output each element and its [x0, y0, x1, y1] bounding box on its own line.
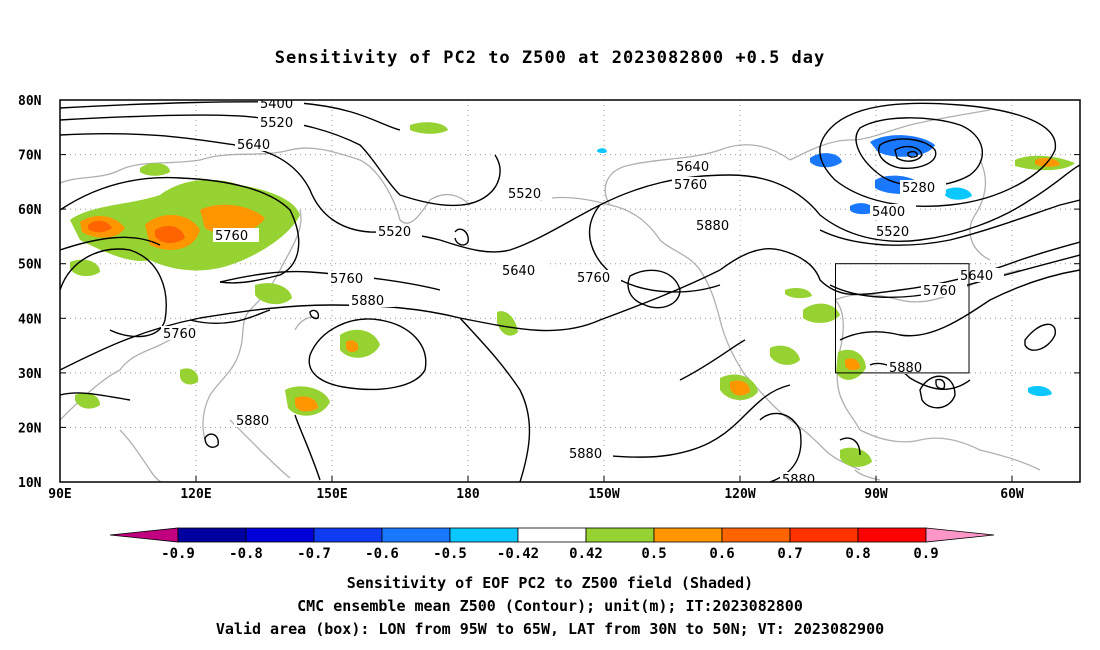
colorbar-tick-label: 0.42 [569, 546, 603, 562]
colorbar-tick-label: -0.5 [433, 546, 467, 562]
lon-tick-label: 120E [180, 487, 211, 502]
lat-tick-label: 40N [18, 312, 42, 327]
caption-contour: CMC ensemble mean Z500 (Contour); unit(m… [297, 597, 803, 615]
colorbar-tick-label: 0.9 [913, 546, 938, 562]
colorbar-segment [653, 527, 723, 543]
contour-label: 5760 [923, 284, 956, 299]
lat-tick-label: 60N [18, 203, 42, 218]
colorbar-tick-label: -0.8 [229, 546, 263, 562]
contour-label: 5760 [330, 272, 363, 287]
contour-label: 5400 [872, 205, 905, 220]
z500-contours [60, 101, 1080, 482]
caption-shading: Sensitivity of EOF PC2 to Z500 field (Sh… [346, 574, 754, 592]
contour-labels: 5400 5520 5640 5760 5760 5760 5880 5880 … [161, 97, 1004, 488]
contour-label: 5520 [260, 116, 293, 131]
lon-tick-label: 120W [724, 487, 755, 502]
contour-label: 5760 [577, 271, 610, 286]
colorbar-segment [789, 527, 859, 543]
colorbar-left-triangle [109, 527, 179, 543]
lat-tick-label: 50N [18, 258, 42, 273]
lat-tick-label: 10N [18, 476, 42, 491]
colorbar-tick-label: -0.42 [497, 546, 539, 562]
colorbar-segment [245, 527, 315, 543]
contour-label: 5640 [237, 138, 270, 153]
contour-label: 5640 [502, 264, 535, 279]
sensitivity-shading [70, 122, 1075, 467]
contour-label: 5520 [508, 187, 541, 202]
contour-label: 5760 [674, 178, 707, 193]
colorbar-labels: -0.9 -0.8 -0.7 -0.6 -0.5 -0.42 0.42 0.5 … [161, 546, 939, 562]
colorbar-segment [381, 527, 451, 543]
contour-label: 5880 [889, 361, 922, 376]
colorbar-segment [177, 527, 247, 543]
contour-label: 5520 [876, 225, 909, 240]
coastlines [60, 109, 1041, 482]
colorbar-segment [721, 527, 791, 543]
map-area [60, 100, 1080, 482]
lat-tick-label: 30N [18, 367, 42, 382]
contour-label: 5760 [215, 229, 248, 244]
colorbar-tick-label: 0.7 [777, 546, 802, 562]
colorbar-segment [585, 527, 655, 543]
contour-label: 5880 [236, 414, 269, 429]
contour-label: 5880 [569, 447, 602, 462]
colorbar-tick-label: -0.9 [161, 546, 195, 562]
caption-valid-area: Valid area (box): LON from 95W to 65W, L… [215, 620, 885, 638]
lat-tick-label: 80N [18, 94, 42, 109]
colorbar-tick-label: -0.7 [297, 546, 331, 562]
colorbar [109, 527, 995, 543]
contour-label: 5880 [351, 294, 384, 309]
contour-label: 5280 [902, 181, 935, 196]
contour-label: 5880 [696, 219, 729, 234]
contour-label: 5640 [676, 160, 709, 175]
map-border [59, 99, 1081, 483]
contour-label: 5760 [163, 327, 196, 342]
contour-label: 5520 [378, 225, 411, 240]
colorbar-tick-label: 0.6 [709, 546, 734, 562]
valid-area-box [835, 263, 970, 374]
colorbar-segment [449, 527, 519, 543]
colorbar-tick-label: 0.8 [845, 546, 870, 562]
lat-axis [60, 99, 1080, 428]
lon-tick-label: 90E [48, 487, 71, 502]
colorbar-tick-label: 0.5 [641, 546, 666, 562]
lon-tick-label: 150E [316, 487, 347, 502]
contour-label: 5880 [782, 473, 815, 488]
colorbar-segment [517, 527, 587, 543]
lon-tick-label: 180 [456, 487, 480, 502]
colorbar-segment [857, 527, 927, 543]
contour-label: 5400 [260, 97, 293, 112]
lat-tick-label: 70N [18, 149, 42, 164]
plot-title: Sensitivity of PC2 to Z500 at 2023082800… [274, 48, 826, 68]
lon-tick-label: 60W [1000, 487, 1024, 502]
lon-axis [195, 476, 1013, 482]
lon-tick-label: 90W [864, 487, 888, 502]
colorbar-tick-label: -0.6 [365, 546, 399, 562]
lon-tick-label: 150W [588, 487, 619, 502]
colorbar-segment [313, 527, 383, 543]
lat-tick-label: 20N [18, 421, 42, 436]
colorbar-right-triangle [925, 527, 995, 543]
contour-label: 5640 [960, 269, 993, 284]
